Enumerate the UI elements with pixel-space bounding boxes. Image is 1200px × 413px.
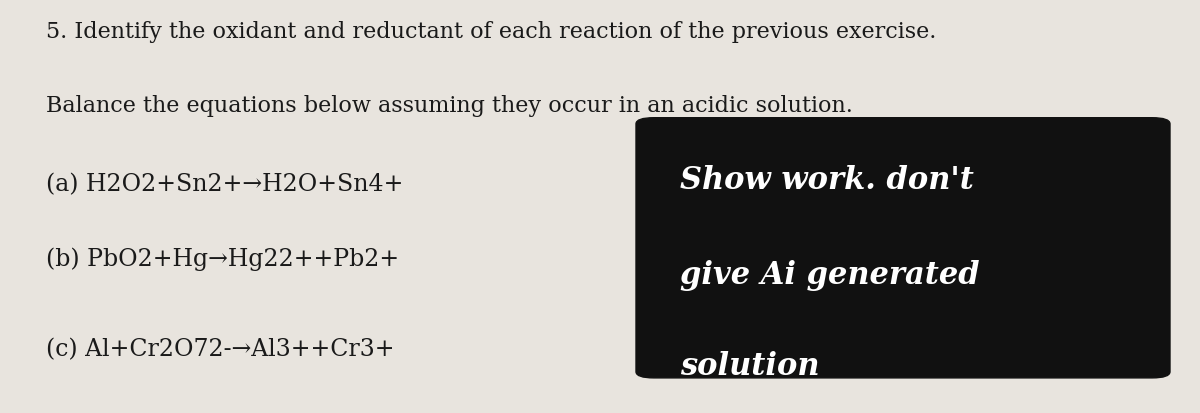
Text: (a) H2O2+Sn2+→H2O+Sn4+: (a) H2O2+Sn2+→H2O+Sn4+ (46, 173, 403, 197)
Text: (c) Al+Cr2O72-→Al3++Cr3+: (c) Al+Cr2O72-→Al3++Cr3+ (46, 339, 394, 362)
Text: solution: solution (680, 351, 820, 382)
Text: give Ai generated: give Ai generated (680, 260, 980, 291)
Text: Balance the equations below assuming they occur in an acidic solution.: Balance the equations below assuming the… (46, 95, 852, 117)
FancyBboxPatch shape (636, 118, 1170, 378)
Text: (b) PbO2+Hg→Hg22++Pb2+: (b) PbO2+Hg→Hg22++Pb2+ (46, 248, 398, 271)
Text: Show work. don't: Show work. don't (680, 165, 974, 196)
Text: 5. Identify the oxidant and reductant of each reaction of the previous exercise.: 5. Identify the oxidant and reductant of… (46, 21, 936, 43)
